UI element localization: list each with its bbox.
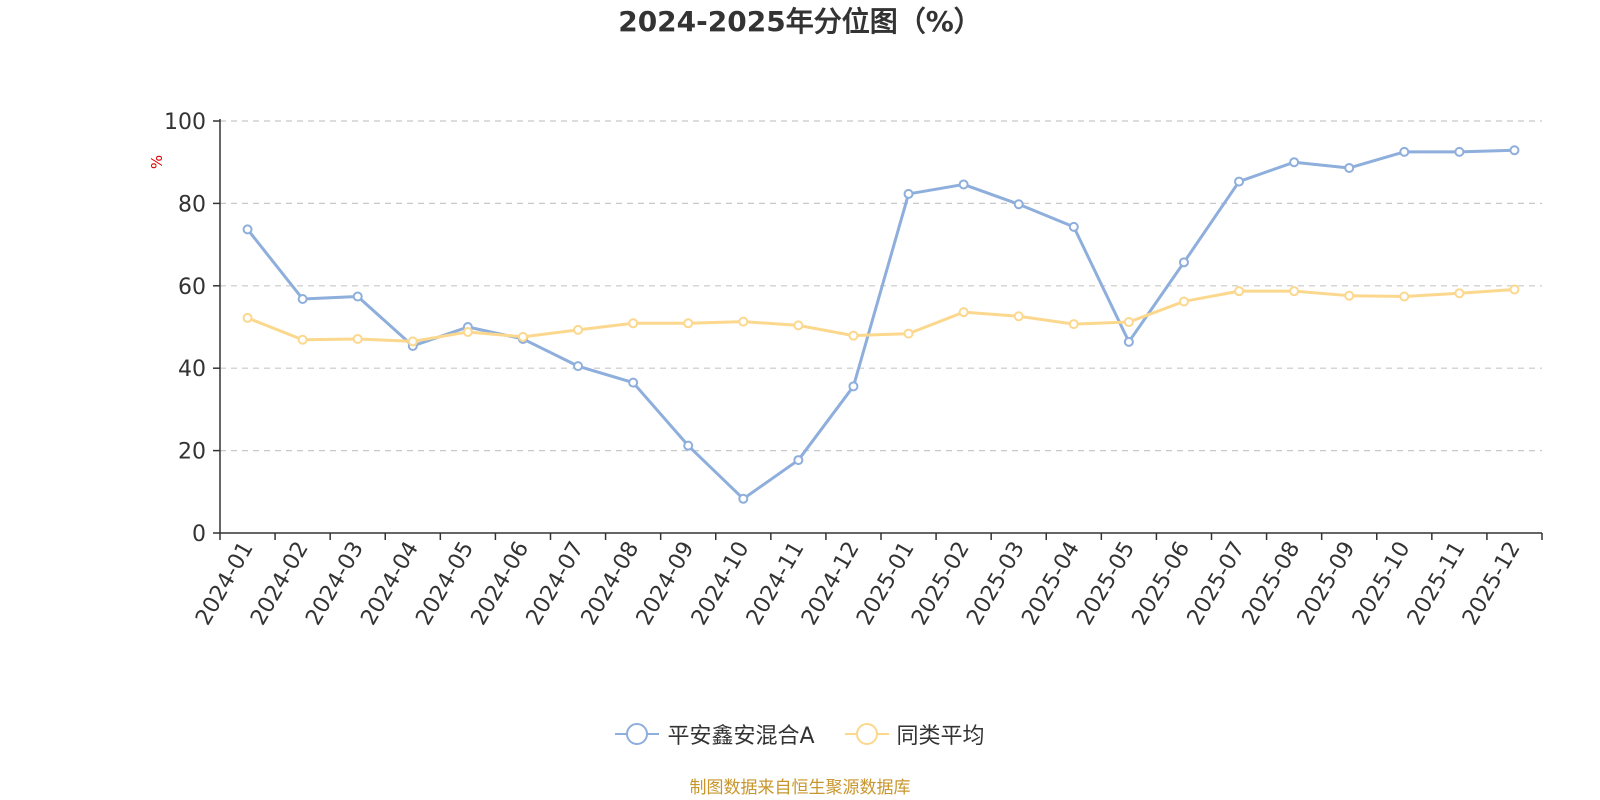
- y-tick-label: 100: [164, 110, 206, 135]
- data-point: [1013, 199, 1024, 210]
- data-point: [1454, 288, 1465, 299]
- data-point: [1289, 157, 1300, 168]
- data-point: [848, 330, 859, 341]
- data-point: [683, 440, 694, 451]
- data-point: [352, 333, 363, 344]
- data-point: [1344, 162, 1355, 173]
- legend-item-series-1[interactable]: 平安鑫安混合A: [615, 718, 815, 750]
- data-point: [1178, 257, 1189, 268]
- data-source-note: 制图数据来自恒生聚源数据库: [689, 778, 911, 798]
- data-point: [573, 324, 584, 335]
- legend-label-series-1: 平安鑫安混合A: [667, 724, 815, 749]
- data-point: [242, 224, 253, 235]
- data-point: [903, 328, 914, 339]
- legend-circle-icon: [615, 723, 660, 745]
- data-point: [1399, 291, 1410, 302]
- data-point: [1509, 284, 1520, 295]
- data-point: [1178, 296, 1189, 307]
- data-point: [848, 381, 859, 392]
- y-tick-label: 60: [178, 275, 206, 300]
- data-point: [1509, 145, 1520, 156]
- y-tick-label: 0: [192, 522, 206, 547]
- data-point: [242, 312, 253, 323]
- data-point: [958, 179, 969, 190]
- series-line: [246, 148, 1515, 501]
- chart-legend: 平安鑫安混合A 同类平均: [0, 718, 1600, 750]
- data-point: [517, 331, 528, 342]
- chart-title: 2024-2025年分位图（%）: [618, 5, 982, 38]
- data-point: [297, 293, 308, 304]
- data-point: [683, 318, 694, 329]
- series-line: [246, 288, 1515, 343]
- data-point: [1454, 146, 1465, 157]
- y-tick-label: 20: [178, 440, 206, 465]
- y-tick-label: 40: [178, 357, 206, 382]
- series-1: [242, 145, 1520, 504]
- line-chart: 020406080100%2024-012024-022024-032024-0…: [148, 110, 1543, 630]
- data-point: [793, 320, 804, 331]
- data-point: [1123, 317, 1134, 328]
- data-point: [1344, 290, 1355, 301]
- data-point: [1234, 176, 1245, 187]
- data-point: [738, 316, 749, 327]
- data-point: [407, 336, 418, 347]
- y-tick-label: 80: [178, 192, 206, 217]
- legend-label-series-2: 同类平均: [896, 724, 985, 749]
- data-point: [793, 455, 804, 466]
- data-point: [462, 326, 473, 337]
- data-point: [1068, 221, 1079, 232]
- data-point: [1234, 286, 1245, 297]
- legend-circle-icon: [844, 723, 889, 745]
- data-point: [573, 361, 584, 372]
- y-axis-label: %: [148, 155, 166, 169]
- data-point: [903, 188, 914, 199]
- data-point: [352, 291, 363, 302]
- data-point: [1068, 319, 1079, 330]
- data-point: [1399, 146, 1410, 157]
- legend-item-series-2[interactable]: 同类平均: [844, 718, 985, 750]
- data-point: [297, 334, 308, 345]
- data-point: [1123, 336, 1134, 347]
- data-point: [738, 493, 749, 504]
- data-point: [1289, 286, 1300, 297]
- data-point: [958, 307, 969, 318]
- data-point: [628, 377, 639, 388]
- data-point: [628, 318, 639, 329]
- series-2: [242, 284, 1520, 347]
- data-point: [1013, 311, 1024, 322]
